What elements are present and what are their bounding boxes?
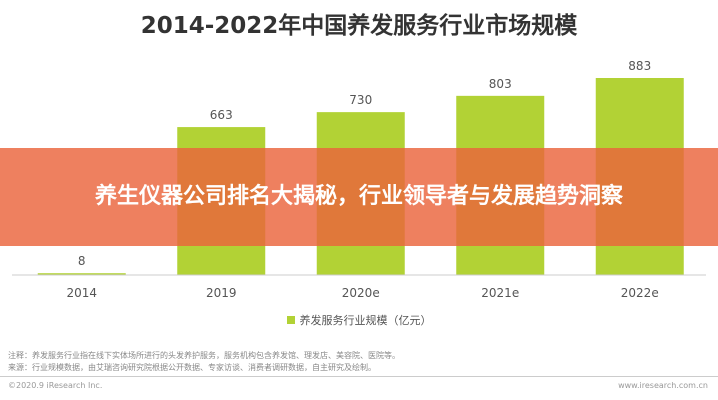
bar-2014 — [37, 273, 126, 275]
footer-divider — [0, 376, 718, 377]
data-label-2020e: 730 — [349, 93, 372, 107]
source-line: 来源：行业规模数据，由艾瑞咨询研究院根据公开数据、专家访谈、消费者调研数据，自主… — [8, 363, 376, 372]
data-label-2022e: 883 — [628, 59, 651, 73]
legend-swatch — [286, 316, 295, 324]
x-tick-2019: 2019 — [206, 286, 237, 300]
data-label-2021e: 803 — [489, 77, 512, 91]
notes: 注释：养发服务行业指在线下实体场所进行的头发养护服务，服务机构包含养发馆、理发店… — [8, 350, 708, 374]
overlay-headline: 养生仪器公司排名大揭秘，行业领导者与发展趋势洞察 — [94, 184, 623, 209]
chart-title: 2014-2022年中国养发服务行业市场规模 — [140, 13, 578, 39]
legend: 养发服务行业规模（亿元） — [0, 312, 718, 328]
website-text: www.iresearch.com.cn — [618, 381, 708, 390]
data-label-2019: 663 — [210, 108, 233, 122]
note-line: 注释：养发服务行业指在线下实体场所进行的头发养护服务，服务机构包含养发馆、理发店… — [8, 351, 400, 360]
legend-label: 养发服务行业规模（亿元） — [299, 314, 432, 327]
x-tick-2020e: 2020e — [342, 286, 380, 300]
copyright-text: ©2020.9 iResearch Inc. — [8, 381, 103, 390]
data-label-2014: 8 — [78, 254, 86, 268]
x-tick-2021e: 2021e — [481, 286, 519, 300]
overlay-banner: 养生仪器公司排名大揭秘，行业领导者与发展趋势洞察 — [0, 148, 718, 246]
x-tick-2014: 2014 — [66, 286, 97, 300]
x-tick-2022e: 2022e — [621, 286, 659, 300]
